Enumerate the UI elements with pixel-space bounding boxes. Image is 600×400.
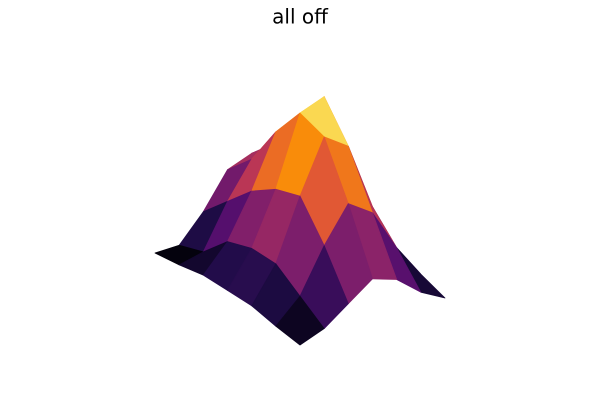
chart-title: all off	[272, 5, 329, 29]
surface-patch	[275, 295, 325, 346]
surface	[154, 96, 446, 346]
